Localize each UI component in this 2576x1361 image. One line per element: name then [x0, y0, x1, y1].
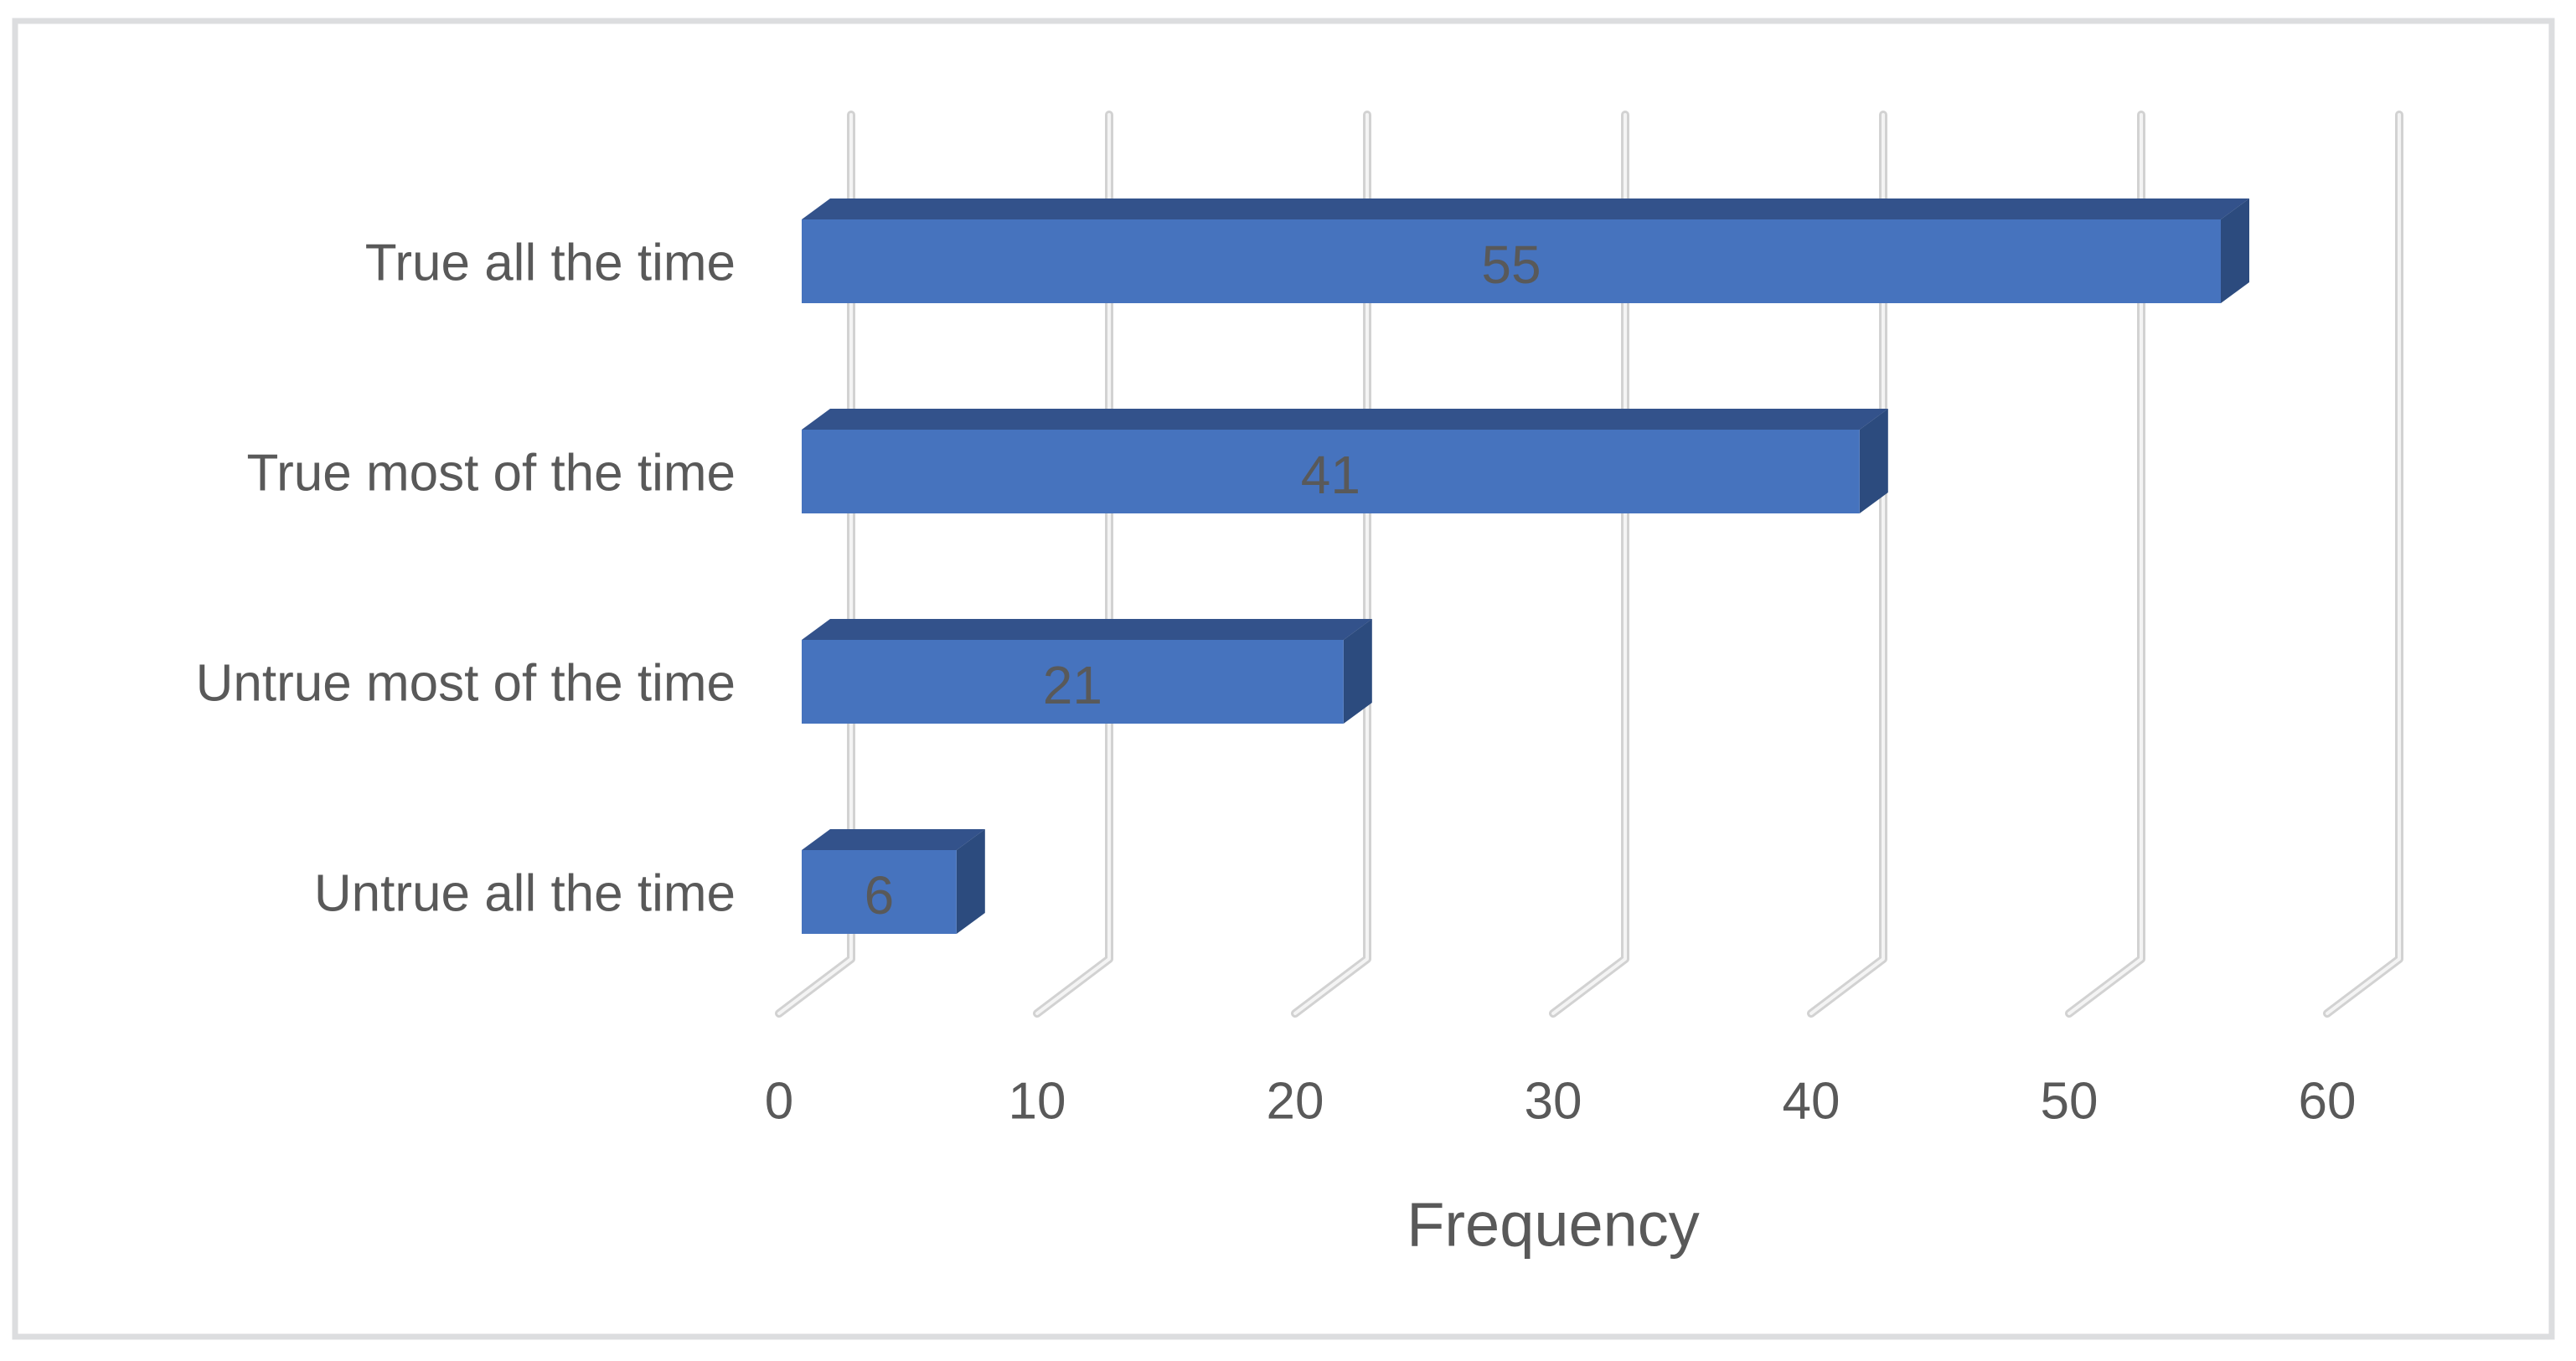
- bar-data-label: 6: [865, 865, 895, 925]
- category-label: Untrue all the time: [314, 865, 736, 923]
- bar-3d: [802, 829, 985, 934]
- bar-side-face: [1859, 409, 1888, 513]
- bar-3d: [802, 198, 2249, 303]
- bar-data-label: 55: [1481, 235, 1541, 295]
- value-axis-title: Frequency: [1407, 1190, 1700, 1260]
- bar-side-face: [956, 829, 985, 934]
- category-label: Untrue most of the time: [196, 655, 736, 713]
- bar-data-label: 21: [1043, 655, 1102, 715]
- data-labels-layer: 55 41 21 6: [865, 235, 1541, 925]
- bar-side-face: [1343, 619, 1372, 724]
- gridline-highlight: [1035, 113, 1111, 1015]
- value-tick-label: 30: [1525, 1073, 1582, 1131]
- value-tick-label: 40: [1783, 1073, 1840, 1131]
- gridline: [2323, 111, 2403, 1018]
- bar-top-face: [802, 829, 985, 850]
- value-tick-label: 10: [1009, 1073, 1066, 1131]
- value-tick-label: 60: [2299, 1073, 2357, 1131]
- gridline-highlight: [777, 113, 853, 1015]
- gridline-highlight: [1293, 113, 1369, 1015]
- bar-side-face: [2221, 198, 2249, 303]
- bar-3d: [802, 619, 1372, 724]
- value-axis-title-layer: Frequency: [1407, 1190, 1700, 1260]
- bar-front-face: [802, 219, 2221, 303]
- category-axis-labels-layer: True all the time True most of the time Un…: [196, 235, 736, 923]
- chart-border: [12, 18, 2555, 1340]
- bar-data-label: 41: [1301, 445, 1360, 505]
- bar-front-face: [802, 850, 957, 934]
- category-label: True all the time: [365, 235, 736, 292]
- gridline-highlight: [2068, 113, 2143, 1015]
- bar-front-face: [802, 640, 1344, 724]
- bar-3d: [802, 409, 1888, 513]
- value-axis-tick-labels-layer: 0 10 20 30 40 50 60: [765, 1073, 2357, 1131]
- category-label: True most of the time: [247, 445, 736, 503]
- bar-top-face: [802, 619, 1372, 640]
- gridline-highlight: [1551, 113, 1627, 1015]
- gridlines-layer: [775, 111, 2403, 1018]
- value-tick-label: 20: [1267, 1073, 1324, 1131]
- value-tick-label: 50: [2041, 1073, 2098, 1131]
- bar-front-face: [802, 430, 1860, 513]
- bars-layer: [802, 198, 2249, 934]
- gridline-highlight: [2326, 113, 2401, 1015]
- bar-top-face: [802, 409, 1888, 430]
- gridline-highlight: [1809, 113, 1885, 1015]
- bar-top-face: [802, 198, 2249, 219]
- value-tick-label: 0: [765, 1073, 793, 1131]
